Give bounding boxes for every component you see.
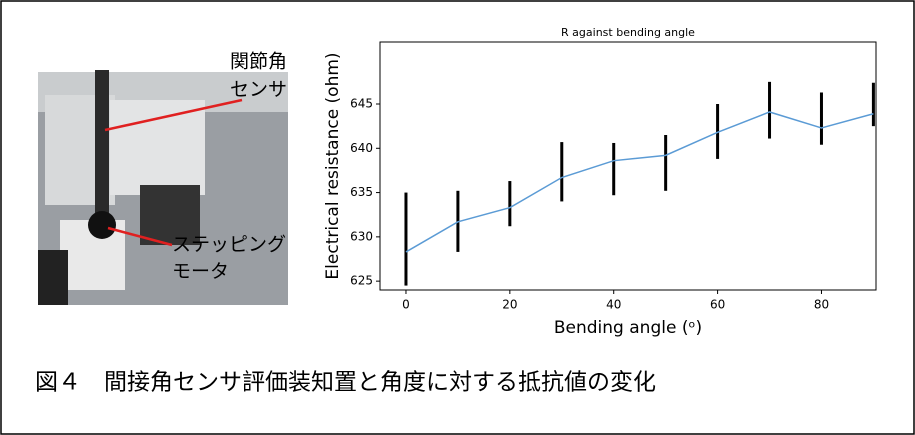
sensor-label: 関節角 [230, 51, 287, 73]
y-axis-label: Electrical resistance (ohm) [323, 52, 343, 279]
point-spread [768, 82, 771, 139]
x-tick-label: 40 [606, 298, 621, 312]
x-axis-label: Bending angle (ᵒ) [554, 318, 702, 338]
photo-part [95, 70, 109, 220]
caption: 図４ 間接角センサ評価装知置と角度に対する抵抗値の変化 [35, 370, 656, 396]
y-tick-label: 630 [350, 229, 373, 243]
figure: 関節角 センサ ステッピング モータ 図４ 間接角センサ評価装知置と角度に対する… [0, 0, 915, 435]
point-spread [612, 143, 615, 195]
motor-label: ステッピング [172, 234, 286, 256]
point-spread [508, 181, 511, 226]
point-spread [820, 92, 823, 144]
x-tick-label: 20 [502, 298, 517, 312]
y-tick-label: 645 [350, 97, 373, 111]
x-tick-label: 0 [402, 298, 410, 312]
photo-part [88, 211, 116, 239]
point-spread [404, 193, 407, 286]
y-tick-label: 640 [350, 141, 373, 155]
photo [38, 70, 288, 305]
motor-label: モータ [172, 261, 229, 283]
point-spread [872, 83, 875, 126]
x-tick-label: 60 [710, 298, 725, 312]
sensor-label: センサ [230, 79, 287, 101]
photo-part [110, 100, 205, 195]
chart-title: R against bending angle [561, 26, 695, 39]
figure-canvas: 関節角 センサ ステッピング モータ 図４ 間接角センサ評価装知置と角度に対する… [0, 0, 915, 435]
photo-part [38, 250, 68, 305]
x-tick-label: 80 [814, 298, 829, 312]
point-spread [560, 142, 563, 201]
y-tick-label: 625 [350, 274, 373, 288]
y-tick-label: 635 [350, 185, 373, 199]
point-spread [664, 135, 667, 191]
